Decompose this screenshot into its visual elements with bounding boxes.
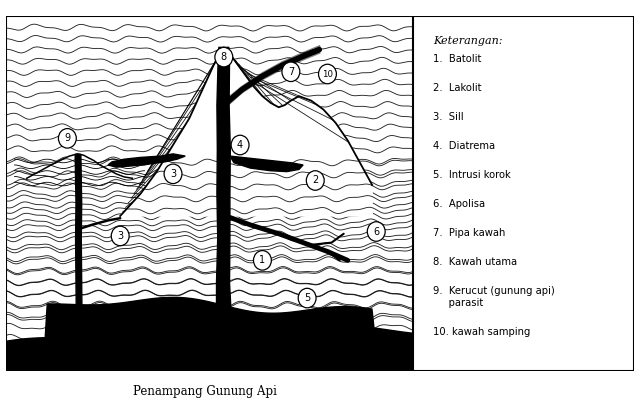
Polygon shape <box>230 156 303 172</box>
Circle shape <box>58 129 76 148</box>
Text: 9.  Kerucut (gunung api)
     parasit: 9. Kerucut (gunung api) parasit <box>433 286 554 308</box>
Text: 8.  Kawah utama: 8. Kawah utama <box>433 257 516 267</box>
Text: 2.  Lakolit: 2. Lakolit <box>433 83 481 93</box>
Polygon shape <box>27 154 132 178</box>
Text: 7.  Pipa kawah: 7. Pipa kawah <box>433 228 505 238</box>
Text: 5.  Intrusi korok: 5. Intrusi korok <box>433 170 511 180</box>
Circle shape <box>298 288 316 308</box>
Text: 6.  Apolisa: 6. Apolisa <box>433 199 484 209</box>
Polygon shape <box>6 297 413 371</box>
Text: 10. kawah samping: 10. kawah samping <box>433 327 530 337</box>
Text: 1.  Batolit: 1. Batolit <box>433 53 481 64</box>
Text: 4.  Diatrema: 4. Diatrema <box>433 141 495 151</box>
Circle shape <box>111 226 129 246</box>
Polygon shape <box>216 47 231 314</box>
Text: 6: 6 <box>373 226 380 237</box>
Text: 3: 3 <box>170 169 176 179</box>
Text: 5: 5 <box>304 293 310 303</box>
Text: 7: 7 <box>288 67 294 77</box>
Circle shape <box>319 64 337 84</box>
Text: Penampang Gunung Api: Penampang Gunung Api <box>133 385 276 398</box>
Polygon shape <box>120 47 372 216</box>
Text: Keterangan:: Keterangan: <box>433 36 502 46</box>
Polygon shape <box>108 154 185 167</box>
Text: 9: 9 <box>64 133 70 143</box>
Text: 2: 2 <box>312 175 318 186</box>
Text: 10: 10 <box>322 69 333 78</box>
FancyBboxPatch shape <box>413 16 634 371</box>
Text: 3: 3 <box>117 231 124 241</box>
Text: 1: 1 <box>259 255 266 265</box>
Text: 8: 8 <box>221 52 227 62</box>
Circle shape <box>282 62 300 82</box>
Circle shape <box>164 164 182 184</box>
Circle shape <box>367 222 385 241</box>
Text: 4: 4 <box>237 140 243 150</box>
Circle shape <box>231 135 249 155</box>
Circle shape <box>253 251 271 270</box>
Circle shape <box>307 171 324 190</box>
Circle shape <box>215 47 233 67</box>
Text: 3.  Sill: 3. Sill <box>433 112 463 122</box>
